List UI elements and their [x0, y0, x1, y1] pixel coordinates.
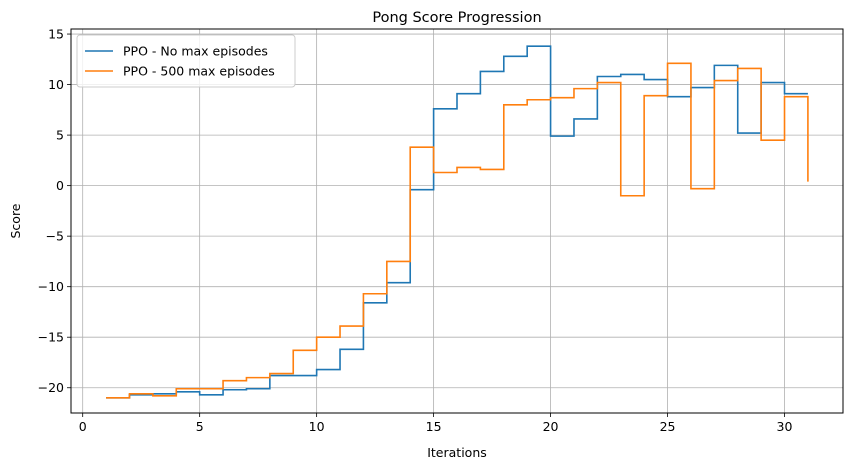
y-axis-label: Score: [8, 203, 23, 238]
y-tick-label: −15: [38, 330, 64, 345]
legend: PPO - No max episodes PPO - 500 max episo…: [76, 34, 296, 88]
plot-frame: [70, 28, 844, 414]
x-tick-label: 20: [543, 419, 559, 434]
x-tick-label: 10: [309, 419, 325, 434]
x-axis-label: Iterations: [427, 445, 487, 460]
x-tick-label: 30: [777, 419, 793, 434]
x-tick-label: 25: [660, 419, 676, 434]
axis-ticks: 0 5 10 15 20 25 30 −20 −15 −10 −5 0 5 10 15: [38, 27, 793, 434]
series-line-2: [106, 62, 809, 399]
y-tick-label: 0: [56, 178, 64, 193]
x-tick-label: 5: [196, 419, 204, 434]
y-tick-label: 5: [56, 128, 64, 143]
legend-label: PPO - No max episodes: [123, 44, 268, 59]
x-tick-label: 15: [426, 419, 442, 434]
y-tick-label: 15: [48, 27, 64, 42]
grid: [71, 29, 843, 413]
chart-title: Pong Score Progression: [372, 10, 541, 26]
series-lines: [106, 45, 809, 399]
legend-box: [76, 34, 296, 88]
y-tick-label: −20: [38, 380, 64, 395]
y-tick-label: −10: [38, 279, 64, 294]
y-tick-label: 10: [48, 77, 64, 92]
x-tick-label: 0: [79, 419, 87, 434]
legend-label: PPO - 500 max episodes: [123, 64, 275, 79]
y-tick-label: −5: [46, 229, 64, 244]
